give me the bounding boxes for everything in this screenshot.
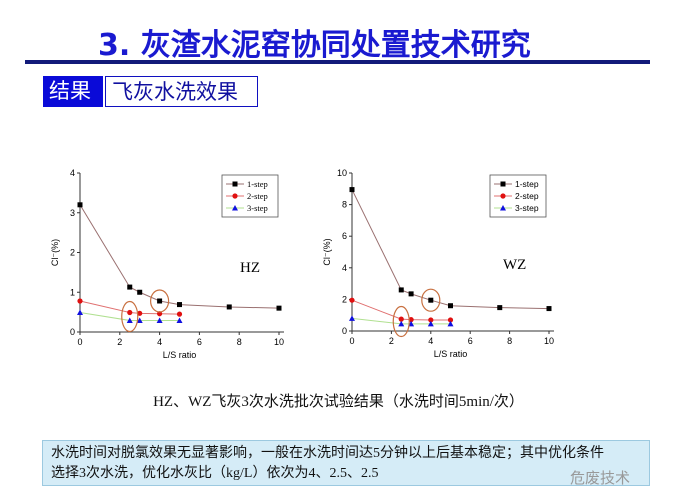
y-tick-label: 3 [70,208,75,218]
data-point-2-step [398,316,404,322]
y-axis-label: Cl⁻(%) [50,239,60,266]
legend-marker [232,193,238,199]
legend-label: 1-step [247,179,268,189]
title-divider [25,60,650,64]
x-tick-label: 4 [157,337,162,347]
y-tick-label: 8 [342,200,347,210]
data-point-3-step [136,317,143,323]
highlight-ellipse [121,300,139,333]
x-tick-label: 10 [274,337,284,347]
legend-label: 3-step [515,203,539,213]
legend-label: 1-step [515,179,539,189]
y-tick-label: 10 [337,168,347,178]
data-point-1-step [276,305,282,311]
data-point-3-step [126,317,133,323]
x-tick-label: 0 [77,337,82,347]
section-tag: 结果 [43,76,103,107]
highlight-ellipse [150,289,170,313]
x-axis-label: L/S ratio [434,349,468,359]
section-subject: 飞灰水洗效果 [105,76,258,107]
data-point-2-step [349,297,355,303]
x-tick-label: 6 [468,336,473,346]
data-point-3-step [398,320,405,327]
y-tick-label: 6 [342,231,347,241]
note-line-1: 水洗时间对脱氯效果无显著影响，一般在水洗时间达5分钟以上后基本稳定；其中优化条件 [51,446,604,461]
y-axis-label: Cl⁻(%) [322,238,332,265]
data-point-1-step [428,297,434,303]
data-point-2-step [137,310,143,316]
x-axis-label: L/S ratio [163,350,197,360]
highlight-ellipse [392,305,410,338]
y-tick-label: 0 [342,326,347,336]
data-point-1-step [398,287,404,293]
watermark: 危废技术 [570,469,631,487]
data-point-1-step [349,187,355,193]
data-point-2-step [77,298,83,304]
series-line-1-step [79,204,280,309]
x-tick-label: 6 [197,337,202,347]
data-point-1-step [127,284,133,290]
page-title: 3. 灰渣水泥窑协同处置技术研究 [98,28,531,63]
figure-caption: HZ、WZ飞灰3次水洗批次试验结果（水洗时间5min/次） [153,394,524,410]
data-point-1-step [448,303,453,309]
conclusion-note: 水洗时间对脱氯效果无显著影响，一般在水洗时间达5分钟以上后基本稳定；其中优化条件… [42,440,650,486]
x-tick-label: 8 [507,336,512,346]
legend-marker [232,205,238,211]
legend-marker [232,181,238,187]
data-point-3-step [176,317,183,323]
y-tick-label: 0 [70,327,75,337]
data-point-3-step [77,309,83,316]
x-tick-label: 0 [349,336,354,346]
data-point-1-step [408,291,414,297]
y-tick-label: 2 [70,248,75,258]
data-point-2-step [428,317,434,323]
x-tick-label: 4 [428,336,433,346]
y-tick-label: 4 [342,263,347,273]
data-point-2-step [447,317,454,323]
legend-marker [500,193,506,199]
data-point-3-step [349,315,355,321]
data-point-1-step [177,302,182,308]
data-point-3-step [427,320,434,327]
legend-marker [500,181,506,187]
legend-label: 2-step [515,191,539,201]
legend-label: 2-step [247,191,268,201]
note-line-2: 选择3次水洗，优化水灰比（kg/L）依次为4、2.5、2.5 [51,466,379,481]
y-tick-label: 2 [342,294,347,304]
x-tick-label: 8 [237,337,242,347]
y-tick-label: 1 [70,287,75,297]
y-tick-label: 4 [70,168,75,178]
data-point-1-step [157,298,163,304]
chart-label: WZ [503,257,526,273]
x-tick-label: 2 [117,337,122,347]
x-tick-label: 10 [544,336,554,346]
legend-label: 3-step [247,203,268,213]
data-point-2-step [176,311,183,317]
data-point-1-step [77,202,83,208]
data-point-3-step [156,317,163,323]
chart-label: HZ [240,260,260,276]
data-point-2-step [127,309,133,316]
data-point-1-step [226,304,232,310]
data-point-3-step [447,320,454,327]
data-point-1-step [497,305,503,311]
legend-marker [500,205,506,211]
data-point-1-step [137,289,143,295]
x-tick-label: 2 [389,336,394,346]
highlight-ellipse [421,288,441,312]
data-point-1-step [546,306,552,312]
